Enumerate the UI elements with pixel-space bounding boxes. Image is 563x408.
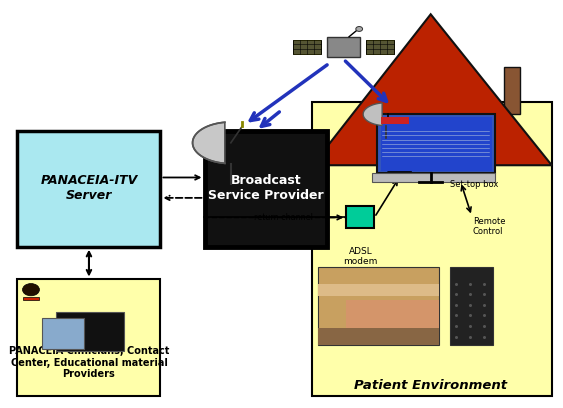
Text: Set-top box: Set-top box [450, 180, 499, 189]
Text: Remote
Control: Remote Control [473, 217, 506, 236]
Text: return channel: return channel [253, 213, 312, 222]
Bar [42, 318, 84, 349]
Bar [381, 117, 409, 124]
FancyBboxPatch shape [17, 279, 160, 396]
Bar [366, 40, 394, 54]
Bar [318, 328, 439, 345]
Text: Broadcast
Service Provider: Broadcast Service Provider [208, 174, 324, 202]
Bar [56, 312, 124, 351]
Bar [450, 267, 493, 345]
FancyBboxPatch shape [346, 206, 374, 228]
Text: ADSL
modem: ADSL modem [343, 247, 378, 266]
Bar [318, 267, 439, 345]
FancyBboxPatch shape [205, 131, 327, 247]
Bar [377, 114, 495, 173]
Bar [381, 117, 492, 171]
Bar [372, 173, 495, 182]
Polygon shape [363, 103, 382, 126]
Bar [504, 67, 520, 114]
Text: PANACEIA-ITV
Server: PANACEIA-ITV Server [41, 174, 137, 202]
FancyBboxPatch shape [312, 102, 552, 396]
Circle shape [356, 27, 363, 31]
Polygon shape [193, 122, 225, 163]
FancyBboxPatch shape [17, 131, 160, 247]
Bar [318, 284, 439, 296]
Bar [346, 300, 439, 328]
Polygon shape [312, 14, 552, 165]
Bar [293, 40, 321, 54]
Bar [23, 297, 39, 300]
Bar [327, 37, 360, 57]
Circle shape [23, 284, 39, 296]
Text: PANACEIA Clinicians, Contact
Center, Educational material
Providers: PANACEIA Clinicians, Contact Center, Edu… [9, 346, 169, 379]
Text: Patient Environment: Patient Environment [354, 379, 507, 392]
